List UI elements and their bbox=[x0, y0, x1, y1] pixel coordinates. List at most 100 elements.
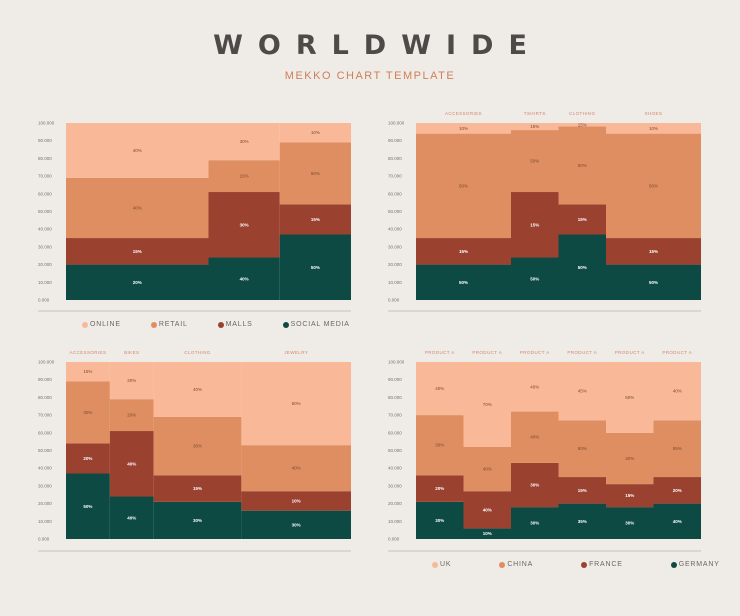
mekko-segment bbox=[109, 496, 154, 539]
category-label: SHOES bbox=[645, 111, 663, 116]
legend-label: RETAIL bbox=[158, 321, 188, 328]
mekko-segment bbox=[279, 204, 351, 235]
legend-item: ONLINE bbox=[82, 321, 121, 328]
y-tick-label: 50.000 bbox=[388, 448, 402, 453]
segment-percent-label: 40% bbox=[625, 456, 634, 461]
y-tick-label: 100.000 bbox=[38, 121, 55, 126]
mekko-segment bbox=[66, 238, 209, 265]
mekko-segment bbox=[463, 528, 511, 539]
mekko-segment bbox=[109, 362, 154, 400]
segment-percent-label: 20% bbox=[127, 378, 136, 383]
category-label: PRODUCT A bbox=[567, 350, 597, 355]
y-tick-label: 40.000 bbox=[38, 466, 52, 471]
segment-percent-label: 30% bbox=[625, 521, 634, 526]
mekko-segment bbox=[66, 473, 110, 539]
segment-percent-label: 40% bbox=[435, 386, 444, 391]
segment-percent-label: 10% bbox=[311, 130, 320, 135]
mekko-segment bbox=[66, 177, 209, 239]
y-tick-label: 60.000 bbox=[38, 430, 52, 435]
legend-label: ONLINE bbox=[90, 321, 121, 328]
segment-percent-label: 15% bbox=[578, 122, 587, 127]
y-tick-label: 70.000 bbox=[388, 174, 402, 179]
mekko-segment bbox=[606, 238, 701, 265]
mekko-segment bbox=[558, 477, 606, 504]
mekko-segment bbox=[606, 432, 654, 485]
y-tick-label: 80.000 bbox=[38, 395, 52, 400]
segment-percent-label: 15% bbox=[649, 249, 658, 254]
segment-percent-label: 30% bbox=[435, 443, 444, 448]
legend-swatch bbox=[150, 321, 157, 328]
y-tick-label: 50.000 bbox=[38, 448, 52, 453]
page-subtitle: MEKKO CHART TEMPLATE bbox=[284, 70, 456, 82]
mekko-segment bbox=[511, 130, 559, 193]
y-tick-label: 20.000 bbox=[388, 501, 402, 506]
mekko-segment bbox=[153, 416, 242, 476]
segment-percent-label: 50% bbox=[530, 159, 539, 164]
segment-percent-label: 15% bbox=[133, 249, 142, 254]
segment-percent-label: 40% bbox=[483, 507, 492, 512]
legend-top: ONLINE RETAIL MALLS SOCIAL MEDIA bbox=[82, 321, 380, 328]
mekko-segment bbox=[653, 362, 701, 421]
mekko-segment bbox=[416, 501, 464, 539]
y-tick-label: 0.000 bbox=[388, 298, 400, 303]
legend-item: RETAIL bbox=[150, 321, 188, 328]
segment-percent-label: 15% bbox=[530, 222, 539, 227]
mekko-segment bbox=[653, 503, 701, 539]
mekko-segment bbox=[66, 123, 209, 178]
segment-percent-label: 20% bbox=[435, 486, 444, 491]
category-label: PRODUCT A bbox=[662, 350, 692, 355]
mekko-segment bbox=[208, 123, 280, 161]
segment-percent-label: 50% bbox=[578, 163, 587, 168]
mekko-segment bbox=[558, 204, 606, 235]
y-tick-label: 90.000 bbox=[38, 377, 52, 382]
mekko-segment bbox=[606, 362, 654, 433]
mekko-segment bbox=[511, 192, 559, 258]
mekko-segment bbox=[558, 126, 606, 205]
mekko-segment bbox=[66, 264, 209, 300]
category-label: TSHIRTS bbox=[524, 111, 546, 116]
segment-percent-label: 50% bbox=[311, 265, 320, 270]
mekko-segment bbox=[416, 362, 464, 416]
legend-swatch bbox=[581, 561, 588, 568]
mekko-segment bbox=[208, 160, 280, 193]
segment-percent-label: 30% bbox=[240, 139, 249, 144]
mekko-segment bbox=[241, 362, 351, 446]
segment-percent-label: 15% bbox=[459, 249, 468, 254]
category-label: BIKES bbox=[124, 350, 139, 355]
y-tick-label: 20.000 bbox=[38, 501, 52, 506]
category-label: PRODUCT A bbox=[615, 350, 645, 355]
segment-percent-label: 50% bbox=[578, 265, 587, 270]
mekko-segment bbox=[279, 142, 351, 205]
mekko-segment bbox=[511, 411, 559, 463]
mekko-segment bbox=[511, 507, 559, 539]
y-tick-label: 0.000 bbox=[388, 537, 400, 542]
segment-percent-label: 15% bbox=[625, 493, 634, 498]
y-tick-label: 40.000 bbox=[388, 466, 402, 471]
y-tick-label: 10.000 bbox=[38, 519, 52, 524]
legend-swatch bbox=[432, 561, 438, 568]
legend-item: SOCIAL MEDIA bbox=[282, 321, 350, 328]
mekko-segment bbox=[416, 123, 511, 134]
mekko-segment bbox=[153, 501, 242, 539]
segment-percent-label: 40% bbox=[193, 387, 202, 392]
mekko-segment bbox=[606, 123, 701, 134]
legend-item: GERMANY bbox=[670, 561, 720, 568]
y-tick-label: 90.000 bbox=[38, 138, 52, 143]
segment-percent-label: 10% bbox=[459, 126, 468, 131]
legend-label: CHINA bbox=[507, 561, 534, 568]
y-tick-label: 0.000 bbox=[38, 298, 50, 303]
legend-label: GERMANY bbox=[678, 561, 720, 568]
y-tick-label: 30.000 bbox=[38, 483, 52, 488]
segment-percent-label: 40% bbox=[127, 515, 136, 520]
category-label: PRODUCT A bbox=[425, 350, 455, 355]
y-tick-label: 90.000 bbox=[388, 377, 402, 382]
page-title: WORLDWIDE bbox=[213, 30, 542, 61]
segment-percent-label: 15% bbox=[83, 369, 92, 374]
y-tick-label: 10.000 bbox=[388, 519, 402, 524]
segment-percent-label: 15% bbox=[530, 124, 539, 129]
segment-percent-label: 15% bbox=[578, 488, 587, 493]
legend-swatch bbox=[217, 321, 224, 328]
mekko-segment bbox=[279, 123, 351, 143]
